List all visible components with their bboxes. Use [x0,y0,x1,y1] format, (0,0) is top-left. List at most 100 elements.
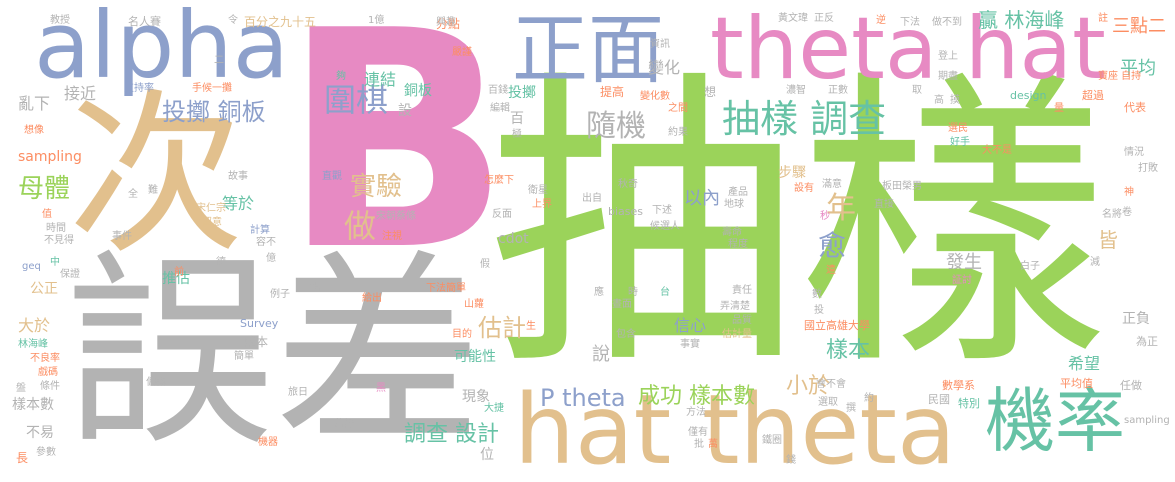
word: 年 [826,191,856,226]
word: 黑 [376,383,386,394]
word: 中 [50,257,60,268]
word: 卷 [1122,207,1132,218]
word: 晝面 [612,299,632,310]
word: 濃智 [786,85,806,96]
word: 抽樣 [488,46,1108,407]
word: 產品 [728,187,748,198]
word: 証討 [952,275,972,286]
word: 時 [628,287,638,298]
word: 民國 [928,393,950,406]
word: 數 [812,289,822,300]
word: 亂下 [18,94,51,113]
word: 做 [344,207,377,245]
word: sampling [18,149,82,165]
word: 打敗 [1138,163,1158,174]
word: 偏概 [146,377,166,388]
word: 壽命 [722,227,742,238]
word: 下述 [652,205,672,216]
word: 秋奇 [618,179,638,190]
word: 遠 [826,265,836,276]
word: 地球 [724,199,744,210]
word: 估計量 [722,329,752,340]
word: 值 [42,209,52,220]
word: 次 [68,73,245,278]
word: 做不到 [932,17,962,28]
word: 滿意 [822,179,842,190]
word: 黃文瑋 [778,13,808,24]
word: 上界 [532,199,552,210]
word: 興趣 [436,17,456,28]
word: 正負 [1122,311,1150,327]
word: 直觀 [322,171,342,182]
word: 任做 [1120,379,1142,392]
word: 以內 [684,188,720,209]
word: 參數 [36,447,56,458]
word: 板田榮男 [882,181,922,192]
word: 逆 [876,15,886,26]
word: 名人賽 [128,15,161,28]
word: 品質 [732,315,752,326]
word: 超過 [1082,89,1104,102]
word: 之間 [668,103,688,114]
word: 例子 [270,289,290,300]
word: 全 [128,189,138,200]
word: 公正 [30,281,58,297]
word: 皆 [1098,228,1118,252]
word: hat theta [514,374,956,482]
word: 保證 [60,269,80,280]
word: 隨機 [586,109,646,144]
word: 現象 [462,389,490,405]
word: 圍棋 [324,81,389,119]
word: 愈 [818,229,847,262]
word: sampling [1124,415,1170,426]
word: 發生 [946,252,982,273]
word: 程度 [728,239,748,250]
word: 變化 [648,58,681,77]
word: 名將 [1102,209,1122,220]
word: 生 [526,321,536,332]
word: 1億 [368,15,385,26]
word: 取 [912,85,922,96]
word: 平均值 [1060,377,1093,390]
word: 億 [266,253,276,264]
word: 等於 [222,194,255,213]
word: 令 [228,15,238,26]
word: 盤 [16,383,26,394]
word: alpha [34,0,290,99]
word: theta hat [710,0,1106,99]
word: 林海峰 [18,339,48,350]
word: 錢 [786,455,796,466]
word: 特別 [958,397,980,410]
word: 大於 [18,316,51,335]
word: 提高 [600,85,625,99]
word: 不易 [26,425,54,441]
word: 國立高雄大學 [804,319,870,332]
word: 二 [214,55,224,66]
word: 機器 [258,437,278,448]
word: 減 [1090,257,1100,268]
word: 指 [310,283,320,294]
word: 包含 [616,329,636,340]
word: 直接 [874,199,894,210]
word: 鐵圈 [762,435,782,446]
word: geq [22,261,41,272]
word: 推估 [162,271,190,287]
word: Survey [240,317,279,330]
word: 撰 [846,403,856,414]
word: 投 [814,305,824,316]
word: 留意 [202,217,222,228]
word: 分點 [436,17,461,31]
word: 接近 [64,84,97,103]
word: 目的 [452,329,472,340]
word: 夠 [336,71,346,82]
word: 樣本 [826,338,871,363]
word: 大捷 [484,403,504,414]
word: 約果 [668,127,688,138]
word: 抽樣 調查 [722,97,887,141]
word: 手候一攤 [192,83,232,94]
word: 白子 [1020,261,1040,272]
word: 選民 [948,123,968,134]
word: 高 [934,95,944,106]
word: 變化數 [640,91,670,102]
